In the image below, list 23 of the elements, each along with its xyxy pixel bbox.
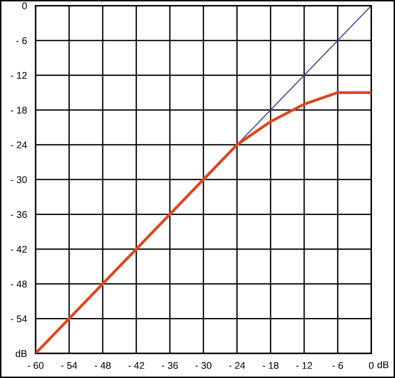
y-tick-label: - 6 [16, 37, 27, 44]
y-tick-label: - 54 [10, 315, 27, 322]
x-tick-label: 0 [368, 362, 374, 369]
x-tick-label: - 60 [28, 362, 44, 369]
x-tick-label: - 42 [128, 362, 144, 369]
x-tick-label: - 54 [61, 362, 78, 369]
x-tick-label: - 36 [162, 362, 178, 369]
x-tick-label: - 18 [262, 362, 279, 369]
y-tick-label: - 48 [10, 280, 27, 288]
y-tick-label: - 30 [10, 176, 27, 184]
x-tick-label: - 12 [296, 362, 312, 369]
y-tick-label: - 42 [10, 246, 27, 253]
x-tick-label: - 48 [94, 362, 111, 369]
y-tick-label: - 12 [10, 72, 27, 79]
x-axis-title: dB [378, 361, 388, 368]
y-tick-label: - 36 [10, 211, 27, 218]
y-tick-label: 0 [22, 2, 27, 10]
y-tick-label: - 24 [10, 142, 27, 148]
y-tick-label: - 18 [10, 106, 27, 114]
x-tick-label: - 30 [195, 362, 212, 369]
y-tick-label: dB [16, 350, 27, 358]
x-tick-label: - 6 [332, 362, 343, 369]
x-tick-label: - 24 [229, 362, 246, 369]
